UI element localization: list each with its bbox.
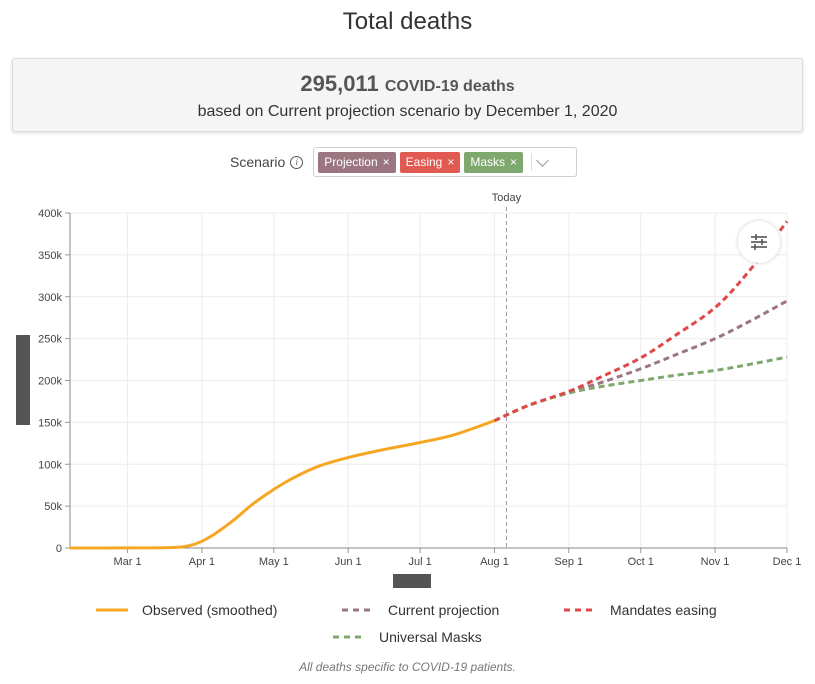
y-tick-label: 200k bbox=[38, 376, 62, 388]
deaths-chart: 0 50k 100k 150k 200k 250k 300k 350k 400k Mar 1 Apr… bbox=[38, 192, 802, 568]
legend-swatch-easing bbox=[564, 608, 596, 612]
x-tick-label: May 1 bbox=[259, 556, 289, 568]
x-tick-label: Jun 1 bbox=[335, 556, 362, 568]
x-tick-label: Mar 1 bbox=[113, 556, 141, 568]
summary-subtitle: based on Current projection scenario by … bbox=[197, 103, 618, 120]
chip-label: Easing bbox=[405, 155, 443, 169]
bottom-scroll-handle[interactable] bbox=[393, 574, 431, 588]
death-count-unit: COVID-19 deaths bbox=[384, 78, 515, 95]
series-line-observed-smoothed bbox=[69, 419, 495, 550]
y-tick-label: 350k bbox=[38, 250, 62, 262]
y-tick-label: 400k bbox=[38, 208, 62, 220]
chip-label: Projection bbox=[324, 155, 378, 169]
legend-observed[interactable]: Observed (smoothed) bbox=[96, 602, 277, 618]
scenario-select[interactable]: Projection × Easing × Masks × bbox=[313, 147, 578, 177]
info-icon[interactable]: i bbox=[290, 155, 304, 169]
legend-current-projection[interactable]: Current projection bbox=[342, 602, 499, 618]
y-tick-label: 250k bbox=[38, 334, 62, 346]
select-separator bbox=[531, 153, 533, 171]
summary-card: 295,011 COVID-19 deaths based on Current… bbox=[12, 58, 803, 132]
y-tick-label: 50k bbox=[44, 501, 62, 513]
legend-swatch-masks bbox=[333, 635, 365, 639]
x-tick-label: Oct 1 bbox=[628, 556, 654, 568]
legend-swatch-observed bbox=[96, 608, 128, 612]
remove-projection-icon[interactable]: × bbox=[382, 155, 390, 169]
y-tick-label: 0 bbox=[56, 543, 62, 555]
x-tick-label: Nov 1 bbox=[701, 556, 730, 568]
chevron-down-icon[interactable] bbox=[536, 153, 549, 167]
remove-easing-icon[interactable]: × bbox=[447, 155, 455, 169]
chart-settings-button[interactable] bbox=[738, 221, 780, 263]
legend-label: Current projection bbox=[388, 602, 500, 618]
remove-masks-icon[interactable]: × bbox=[510, 155, 518, 169]
death-count: 295,011 bbox=[300, 71, 379, 96]
footnote: All deaths specific to COVID-19 patients… bbox=[299, 660, 516, 674]
legend-swatch-current bbox=[342, 608, 374, 612]
chip-easing[interactable]: Easing × bbox=[399, 151, 461, 173]
x-tick-label: Sep 1 bbox=[554, 556, 583, 568]
legend-universal-masks[interactable]: Universal Masks bbox=[333, 629, 482, 645]
x-tick-label: Apr 1 bbox=[189, 556, 215, 568]
series-line-mandates-easing bbox=[493, 220, 789, 423]
legend-mandates-easing[interactable]: Mandates easing bbox=[564, 602, 717, 618]
series-line-current-projection bbox=[493, 299, 788, 423]
today-label: Today bbox=[492, 192, 522, 204]
legend-label: Mandates easing bbox=[610, 602, 717, 618]
chip-projection[interactable]: Projection × bbox=[318, 151, 396, 173]
chip-label: Masks bbox=[470, 155, 506, 169]
scenario-label: Scenario bbox=[230, 154, 286, 170]
sliders-icon bbox=[751, 234, 767, 250]
y-tick-label: 300k bbox=[38, 292, 62, 304]
series-line-universal-masks bbox=[493, 355, 788, 423]
x-tick-label: Aug 1 bbox=[480, 556, 509, 568]
page-title: Total deaths bbox=[342, 8, 473, 35]
summary-headline: 295,011 COVID-19 deaths bbox=[13, 71, 802, 97]
scenario-row: Scenario i Projection × Easing × Masks × bbox=[230, 146, 578, 178]
y-tick-label: 100k bbox=[38, 459, 62, 471]
legend-label: Universal Masks bbox=[379, 629, 482, 645]
x-tick-label: Dec 1 bbox=[773, 556, 802, 568]
side-scroll-handle[interactable] bbox=[16, 335, 30, 425]
legend-label: Observed (smoothed) bbox=[142, 602, 278, 618]
chip-masks[interactable]: Masks × bbox=[464, 151, 524, 173]
y-tick-label: 150k bbox=[38, 417, 62, 429]
x-tick-label: Jul 1 bbox=[408, 556, 431, 568]
